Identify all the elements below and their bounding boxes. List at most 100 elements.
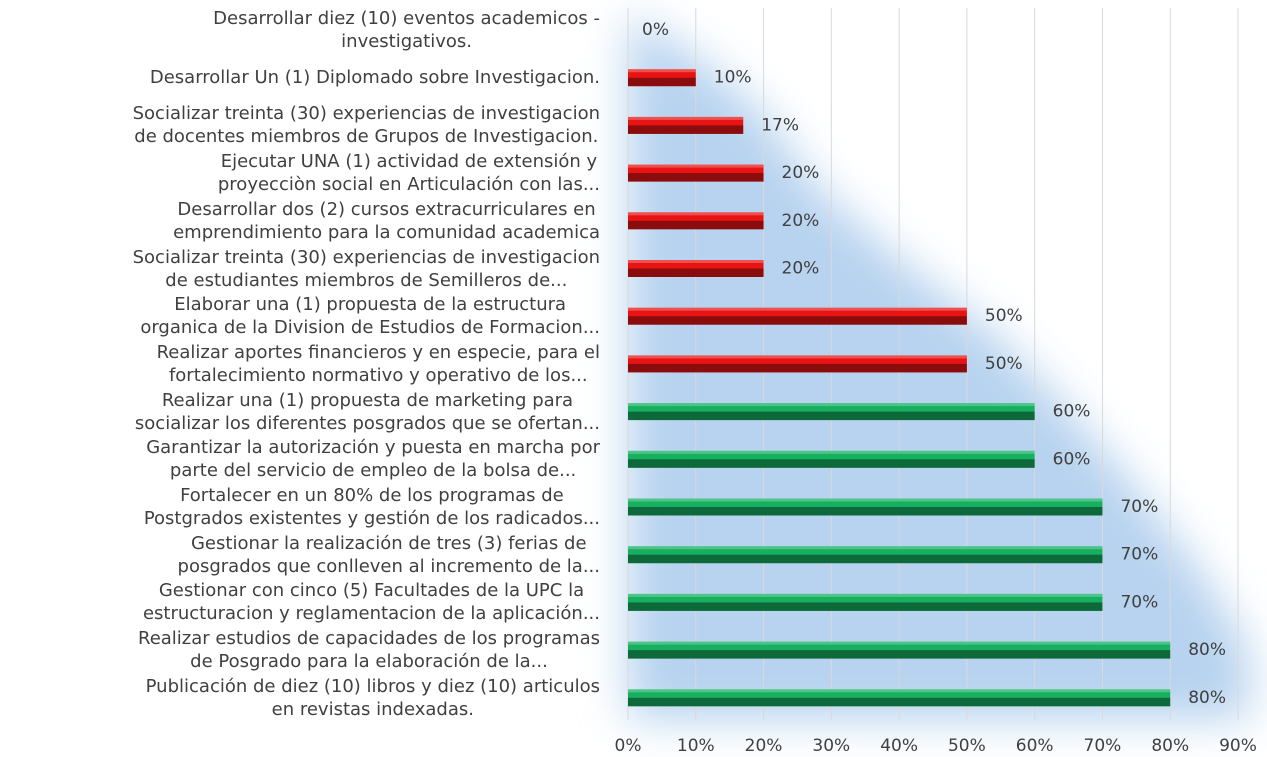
y-tick-label: Elaborar una (1) propuesta de la estruct… <box>140 294 600 339</box>
y-tick-label: Desarrollar diez (10) eventos academicos… <box>213 8 600 52</box>
bar-group <box>628 116 744 134</box>
x-tick-label: 40% <box>880 736 918 756</box>
bar-highlight <box>628 116 744 120</box>
bar <box>628 689 1171 707</box>
value-label: 20% <box>782 163 820 183</box>
bar <box>628 403 1035 421</box>
bar-shade <box>628 363 967 373</box>
category-label-box: Publicación de diez (10) libros y diez (… <box>145 675 600 720</box>
value-label: 0% <box>642 20 669 40</box>
bar-group <box>628 498 1103 516</box>
bar-highlight <box>628 403 1035 407</box>
y-tick-label: Publicación de diez (10) libros y diez (… <box>145 675 600 720</box>
category-label-box: Garantizar la autorización y puesta en m… <box>146 437 600 482</box>
category-label-box: Gestionar con cinco (5) Facultades de la… <box>142 580 600 625</box>
category-label-box: Ejecutar UNA (1) actividad de extensión … <box>217 151 600 196</box>
bar-highlight <box>628 260 764 263</box>
bar <box>628 593 1103 611</box>
category-label-box: Gestionar la realización de tres (3) fer… <box>177 532 600 577</box>
bar <box>628 546 1103 564</box>
category-label-box: Elaborar una (1) propuesta de la estruct… <box>140 294 600 339</box>
y-tick-label: Fortalecer en un 80% de los programas de… <box>143 485 600 529</box>
bar-highlight <box>628 450 1035 454</box>
category-label-box: Desarrollar diez (10) eventos academicos… <box>213 8 600 52</box>
bar-group <box>628 689 1171 707</box>
bar-highlight <box>628 593 1103 597</box>
bar <box>628 498 1103 516</box>
bar-group <box>628 69 696 87</box>
bar <box>628 260 764 277</box>
x-tick-label: 60% <box>1016 736 1054 756</box>
category-label-box: Desarrollar Un (1) Diplomado sobre Inves… <box>149 67 600 89</box>
value-label: 50% <box>985 306 1023 326</box>
bar-shade <box>628 650 1171 659</box>
bar <box>628 69 696 87</box>
bar-group <box>628 260 764 277</box>
bar <box>628 355 967 373</box>
bar-group <box>628 164 764 182</box>
x-tick-label: 70% <box>1084 736 1122 756</box>
value-label: 70% <box>1120 592 1158 612</box>
bar-group <box>628 450 1035 468</box>
value-label: 80% <box>1188 640 1226 660</box>
category-label-box: Realizar estudios de capacidades de los … <box>138 628 600 673</box>
bar-group <box>628 546 1103 564</box>
bar-group <box>628 212 764 230</box>
value-label: 20% <box>782 211 820 231</box>
bar-group <box>628 355 967 373</box>
bar <box>628 212 764 230</box>
value-label: 70% <box>1120 497 1158 517</box>
x-tick-label: 90% <box>1219 736 1257 756</box>
value-label: 10% <box>714 68 752 88</box>
x-tick-label: 50% <box>948 736 986 756</box>
category-label-box: Realizar aportes financieros y en especi… <box>156 341 600 386</box>
value-label: 17% <box>761 115 799 135</box>
value-label: 70% <box>1120 545 1158 565</box>
bar-shade <box>628 77 696 87</box>
value-label: 80% <box>1188 688 1226 708</box>
y-tick-label: Socializar treinta (30) experiencias de … <box>132 103 600 148</box>
bar-shade <box>628 507 1103 516</box>
bar-highlight <box>628 212 764 216</box>
value-label: 50% <box>985 354 1023 374</box>
x-tick-label: 0% <box>615 736 642 756</box>
y-tick-label: Realizar estudios de capacidades de los … <box>138 628 600 673</box>
category-label-box: Desarrollar dos (2) cursos extracurricul… <box>173 198 600 243</box>
y-tick-label: Gestionar con cinco (5) Facultades de la… <box>142 580 600 625</box>
bar-highlight <box>628 307 967 311</box>
y-tick-label: Gestionar la realización de tres (3) fer… <box>177 532 600 577</box>
bar-shade <box>628 125 744 134</box>
x-tick-label: 30% <box>812 736 850 756</box>
bar-shade <box>628 220 764 230</box>
bar-group <box>628 403 1035 421</box>
value-label: 20% <box>782 259 820 279</box>
bar-group <box>628 641 1171 659</box>
bar-highlight <box>628 498 1103 502</box>
category-label-box: Realizar una (1) propuesta de marketing … <box>134 389 600 434</box>
bar-highlight <box>628 164 764 168</box>
bar-shade <box>628 554 1103 564</box>
category-label-box: Socializar treinta (30) experiencias de … <box>133 247 600 291</box>
bar <box>628 450 1035 468</box>
y-tick-label: Desarrollar dos (2) cursos extracurricul… <box>173 198 600 243</box>
bar-shade <box>628 173 764 182</box>
bar <box>628 641 1171 659</box>
bar-shade <box>628 697 1171 707</box>
bar-highlight <box>628 546 1103 550</box>
bar-group <box>628 593 1103 611</box>
bar-shade <box>628 268 764 277</box>
y-tick-label: Desarrollar Un (1) Diplomado sobre Inves… <box>149 67 600 89</box>
bar <box>628 164 764 182</box>
y-tick-label: Ejecutar UNA (1) actividad de extensión … <box>217 151 600 196</box>
bar-shade <box>628 316 967 325</box>
value-label: 60% <box>1053 402 1091 422</box>
y-tick-label: Realizar aportes financieros y en especi… <box>156 341 600 386</box>
y-tick-label: Realizar una (1) propuesta de marketing … <box>134 389 600 434</box>
y-tick-label: Garantizar la autorización y puesta en m… <box>146 437 600 482</box>
bar <box>628 116 744 134</box>
bar-highlight <box>628 641 1171 645</box>
bar-highlight <box>628 69 696 73</box>
bar-highlight <box>628 355 967 359</box>
x-tick-label: 80% <box>1151 736 1189 756</box>
